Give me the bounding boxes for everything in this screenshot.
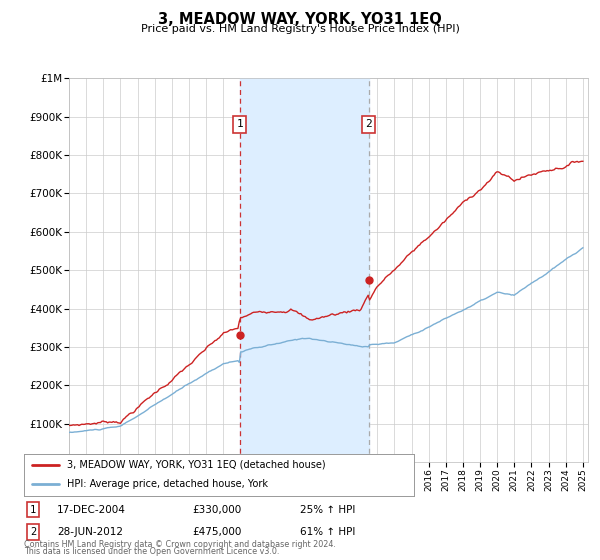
Text: Price paid vs. HM Land Registry's House Price Index (HPI): Price paid vs. HM Land Registry's House … bbox=[140, 24, 460, 34]
Text: HPI: Average price, detached house, York: HPI: Average price, detached house, York bbox=[67, 479, 268, 489]
Text: 1: 1 bbox=[236, 119, 243, 129]
Text: 3, MEADOW WAY, YORK, YO31 1EQ (detached house): 3, MEADOW WAY, YORK, YO31 1EQ (detached … bbox=[67, 460, 326, 470]
Text: £475,000: £475,000 bbox=[192, 527, 241, 537]
Text: Contains HM Land Registry data © Crown copyright and database right 2024.: Contains HM Land Registry data © Crown c… bbox=[24, 540, 336, 549]
Text: This data is licensed under the Open Government Licence v3.0.: This data is licensed under the Open Gov… bbox=[24, 547, 280, 556]
Text: 25% ↑ HPI: 25% ↑ HPI bbox=[300, 505, 355, 515]
Text: 28-JUN-2012: 28-JUN-2012 bbox=[57, 527, 123, 537]
Text: 17-DEC-2004: 17-DEC-2004 bbox=[57, 505, 126, 515]
Text: £330,000: £330,000 bbox=[192, 505, 241, 515]
Text: 2: 2 bbox=[30, 527, 36, 537]
Text: 61% ↑ HPI: 61% ↑ HPI bbox=[300, 527, 355, 537]
Text: 3, MEADOW WAY, YORK, YO31 1EQ: 3, MEADOW WAY, YORK, YO31 1EQ bbox=[158, 12, 442, 27]
Bar bbox=[239, 78, 368, 462]
Text: 2: 2 bbox=[365, 119, 372, 129]
Text: 1: 1 bbox=[30, 505, 36, 515]
